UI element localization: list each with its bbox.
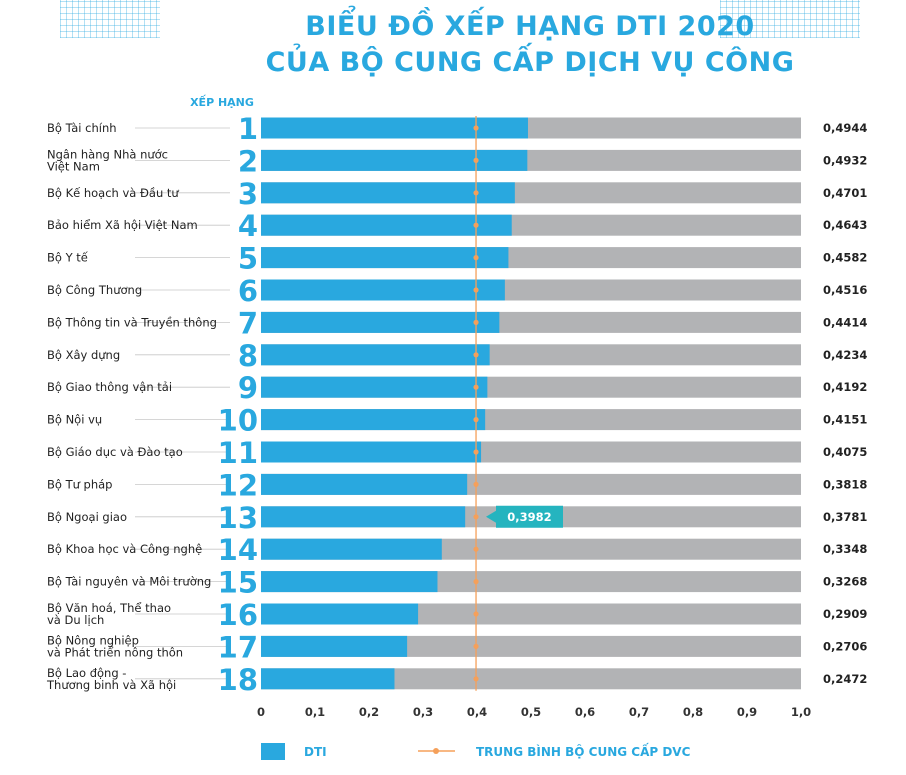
- x-tick-label-2: 0,2: [359, 705, 379, 719]
- rank-number-8: 8: [238, 339, 258, 373]
- x-tick-label-8: 0,8: [683, 705, 703, 719]
- dti-bar-8: [261, 344, 490, 366]
- rank-number-2: 2: [238, 144, 258, 178]
- chart-subtitle: CỦA BỘ CUNG CẤP DỊCH VỤ CÔNG: [265, 47, 795, 78]
- value-label-6: 0,4516: [823, 283, 867, 297]
- dti-bar-13: [261, 506, 466, 528]
- value-label-12: 0,3818: [823, 477, 867, 491]
- dti-bar-6: [261, 279, 505, 301]
- value-label-1: 0,4944: [823, 121, 867, 135]
- rank-number-9: 9: [238, 371, 258, 405]
- x-tick-label-0: 0: [257, 705, 265, 719]
- category-label-12: Bộ Tư pháp: [47, 477, 113, 491]
- dti-bar-15: [261, 571, 438, 593]
- category-label-15: Bộ Tài nguyên và Môi trường: [47, 575, 211, 589]
- dti-bar-9: [261, 376, 488, 398]
- rank-number-16: 16: [218, 598, 258, 632]
- value-label-17: 0,2706: [823, 639, 867, 653]
- x-tick-label-9: 0,9: [737, 705, 757, 719]
- rank-number-11: 11: [218, 436, 258, 470]
- value-label-13: 0,3781: [823, 510, 867, 524]
- dti-bar-14: [261, 538, 442, 560]
- value-label-16: 0,2909: [823, 607, 867, 621]
- x-tick-label-10: 1,0: [791, 705, 811, 719]
- value-label-5: 0,4582: [823, 251, 867, 265]
- dti-bar-7: [261, 311, 500, 333]
- category-label-9: Bộ Giao thông vận tải: [47, 380, 172, 394]
- dti-bar-11: [261, 441, 482, 463]
- rank-number-4: 4: [238, 209, 258, 243]
- dti-bar-12: [261, 473, 468, 495]
- category-label-17: Bộ Nông nghiệp và Phát triển nông thôn: [47, 633, 183, 659]
- rank-header: XẾP HẠNG: [190, 94, 254, 109]
- rank-number-1: 1: [238, 112, 258, 146]
- category-label-1: Bộ Tài chính: [47, 121, 117, 135]
- dti-bar-4: [261, 214, 512, 236]
- decorative-pattern-left: [60, 0, 160, 38]
- category-label-16: Bộ Văn hoá, Thể thao và Du lịch: [47, 601, 171, 627]
- value-label-10: 0,4151: [823, 413, 867, 427]
- legend-dti-swatch: [261, 743, 285, 760]
- rank-number-15: 15: [218, 566, 258, 600]
- category-label-3: Bộ Kế hoạch và Đầu tư: [47, 186, 179, 200]
- chart-title: BIỂU ĐỒ XẾP HẠNG DTI 2020: [305, 11, 755, 42]
- dti-bar-18: [261, 668, 395, 690]
- x-tick-label-7: 0,7: [629, 705, 649, 719]
- rank-number-7: 7: [238, 306, 258, 340]
- rank-number-10: 10: [218, 404, 258, 438]
- rank-number-6: 6: [238, 274, 258, 308]
- rank-number-14: 14: [218, 533, 258, 567]
- legend-dti-label: DTI: [304, 745, 327, 759]
- value-label-11: 0,4075: [823, 445, 867, 459]
- category-label-4: Bảo hiểm Xã hội Việt Nam: [47, 218, 198, 232]
- rank-number-18: 18: [218, 663, 258, 697]
- dti-bar-3: [261, 182, 515, 204]
- decorative-pattern-right: [720, 0, 860, 38]
- value-label-14: 0,3348: [823, 542, 867, 556]
- value-label-8: 0,4234: [823, 348, 867, 362]
- rank-number-12: 12: [218, 468, 258, 502]
- category-label-14: Bộ Khoa học và Công nghệ: [47, 542, 202, 556]
- value-label-3: 0,4701: [823, 186, 867, 200]
- x-tick-label-5: 0,5: [521, 705, 541, 719]
- x-tick-label-3: 0,3: [413, 705, 433, 719]
- average-callout-box: [486, 505, 563, 528]
- x-tick-label-6: 0,6: [575, 705, 595, 719]
- dti-bar-1: [261, 117, 528, 139]
- value-label-9: 0,4192: [823, 380, 867, 394]
- dti-bar-2: [261, 149, 528, 171]
- value-label-7: 0,4414: [823, 315, 867, 329]
- dti-bar-5: [261, 247, 509, 269]
- category-label-7: Bộ Thông tin và Truyền thông: [47, 315, 217, 329]
- dti-bar-16: [261, 603, 419, 625]
- value-label-15: 0,3268: [823, 575, 867, 589]
- legend-average-marker: [433, 748, 439, 754]
- x-tick-label-4: 0,4: [467, 705, 487, 719]
- value-label-18: 0,2472: [823, 672, 867, 686]
- rank-number-5: 5: [238, 242, 258, 276]
- rank-number-13: 13: [218, 501, 258, 535]
- value-label-2: 0,4932: [823, 153, 867, 167]
- category-label-11: Bộ Giáo dục và Đào tạo: [47, 445, 183, 459]
- category-label-2: Ngân hàng Nhà nước Việt Nam: [47, 147, 168, 173]
- dti-bar-10: [261, 409, 486, 431]
- rank-number-17: 17: [218, 630, 258, 664]
- dti-bar-17: [261, 635, 408, 657]
- category-label-6: Bộ Công Thương: [47, 283, 142, 297]
- bar-track-18: [261, 668, 801, 690]
- category-label-5: Bộ Y tế: [47, 251, 89, 265]
- category-label-18: Bộ Lao động -Thương binh và Xã hội: [46, 666, 176, 692]
- category-label-10: Bộ Nội vụ: [47, 413, 102, 427]
- category-label-8: Bộ Xây dựng: [47, 348, 120, 362]
- x-tick-label-1: 0,1: [305, 705, 325, 719]
- category-label-13: Bộ Ngoại giao: [47, 510, 127, 524]
- value-label-4: 0,4643: [823, 218, 867, 232]
- legend-average-label: TRUNG BÌNH BỘ CUNG CẤP DVC: [476, 742, 691, 759]
- rank-number-3: 3: [238, 177, 258, 211]
- average-callout-label: 0,3982: [507, 510, 551, 524]
